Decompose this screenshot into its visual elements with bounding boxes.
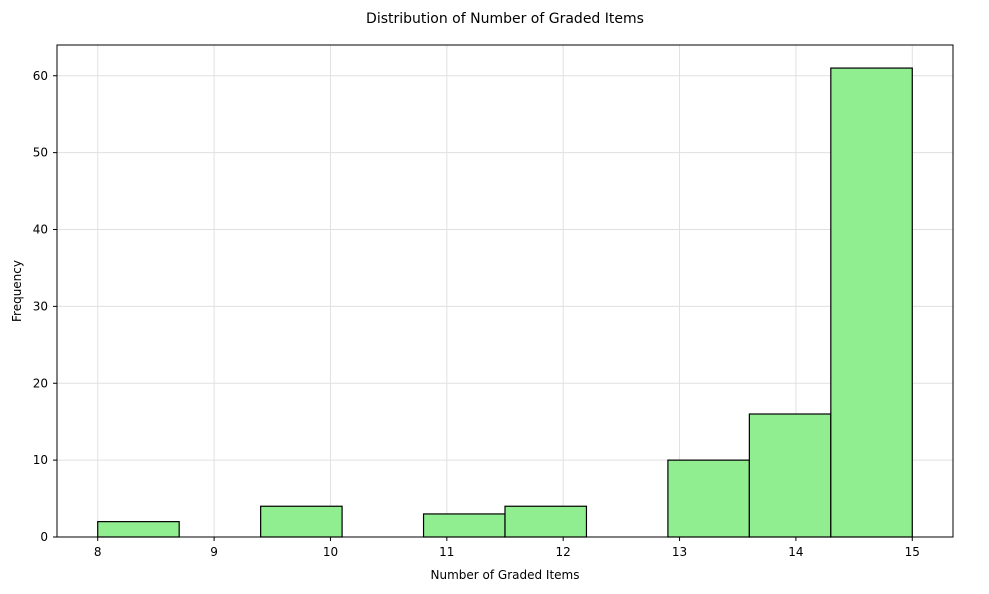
histogram-bar (260, 505, 343, 538)
histogram-bar (422, 513, 506, 538)
histogram-bar (748, 413, 832, 538)
x-tick-label: 13 (672, 545, 687, 559)
y-tick-label: 10 (33, 453, 48, 467)
y-axis-label: Frequency (10, 260, 24, 322)
y-tick-label: 20 (33, 376, 48, 390)
y-tick-label: 60 (33, 69, 48, 83)
histogram-bar (830, 67, 913, 538)
histogram-bar (667, 459, 750, 538)
y-tick-label: 0 (40, 530, 48, 544)
y-tick-label: 50 (33, 146, 48, 160)
x-axis-ticks: 8 9 10 11 12 13 14 15 (94, 537, 920, 559)
x-tick-label: 8 (94, 545, 102, 559)
y-axis-ticks: 0 10 20 30 40 50 60 (33, 69, 57, 544)
histogram-bar (504, 505, 588, 538)
y-tick-label: 40 (33, 223, 48, 237)
x-tick-label: 12 (556, 545, 571, 559)
y-tick-label: 30 (33, 299, 48, 313)
x-tick-label: 14 (788, 545, 803, 559)
x-tick-label: 10 (323, 545, 338, 559)
x-axis-label: Number of Graded Items (431, 568, 580, 582)
bars-layer (97, 67, 913, 538)
x-tick-label: 11 (439, 545, 454, 559)
x-tick-label: 15 (905, 545, 920, 559)
x-tick-label: 9 (210, 545, 218, 559)
chart-title: Distribution of Number of Graded Items (366, 11, 644, 27)
plot-frame (56, 44, 954, 538)
histogram-bar (97, 521, 180, 538)
